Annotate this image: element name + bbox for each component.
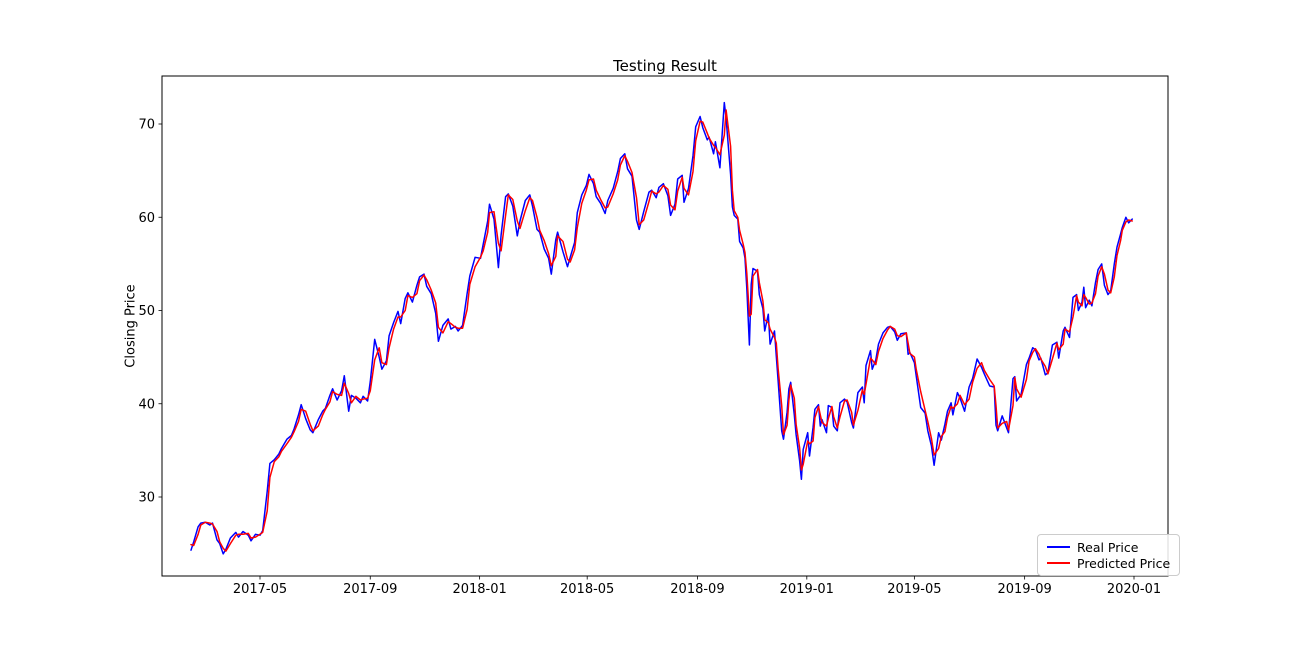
- x-tick-label: 2018-09: [670, 582, 724, 597]
- y-tick-label: 40: [138, 397, 155, 412]
- x-tick-label: 2020-01: [1107, 582, 1161, 597]
- predicted-price-line-swatch: [1047, 562, 1070, 564]
- y-axis-label: Closing Price: [123, 284, 139, 368]
- predicted-price-line: [190, 109, 1133, 552]
- x-tick-label: 2019-01: [780, 582, 834, 597]
- real-price-line-swatch: [1047, 546, 1070, 548]
- y-tick-label: 50: [138, 304, 155, 319]
- x-tick-label: 2019-05: [887, 582, 941, 597]
- legend-box: Real Price Predicted Price: [1037, 534, 1181, 576]
- legend-label-real: Real Price: [1077, 539, 1139, 555]
- y-tick-label: 30: [138, 491, 155, 506]
- chart-title: Testing Result: [613, 57, 717, 75]
- y-tick-label: 60: [138, 211, 155, 226]
- legend-item-predicted: Predicted Price: [1047, 555, 1170, 571]
- legend-item-real: Real Price: [1047, 539, 1170, 555]
- x-tick-label: 2018-05: [560, 582, 614, 597]
- legend-label-predicted: Predicted Price: [1077, 555, 1171, 571]
- y-tick-label: 70: [138, 118, 155, 133]
- x-tick-label: 2018-01: [452, 582, 506, 597]
- x-tick-label: 2019-09: [997, 582, 1051, 597]
- plot-frame: [161, 75, 1169, 577]
- x-tick-label: 2017-09: [343, 582, 397, 597]
- x-tick-label: 2017-05: [233, 582, 287, 597]
- real-price-line: [190, 101, 1133, 555]
